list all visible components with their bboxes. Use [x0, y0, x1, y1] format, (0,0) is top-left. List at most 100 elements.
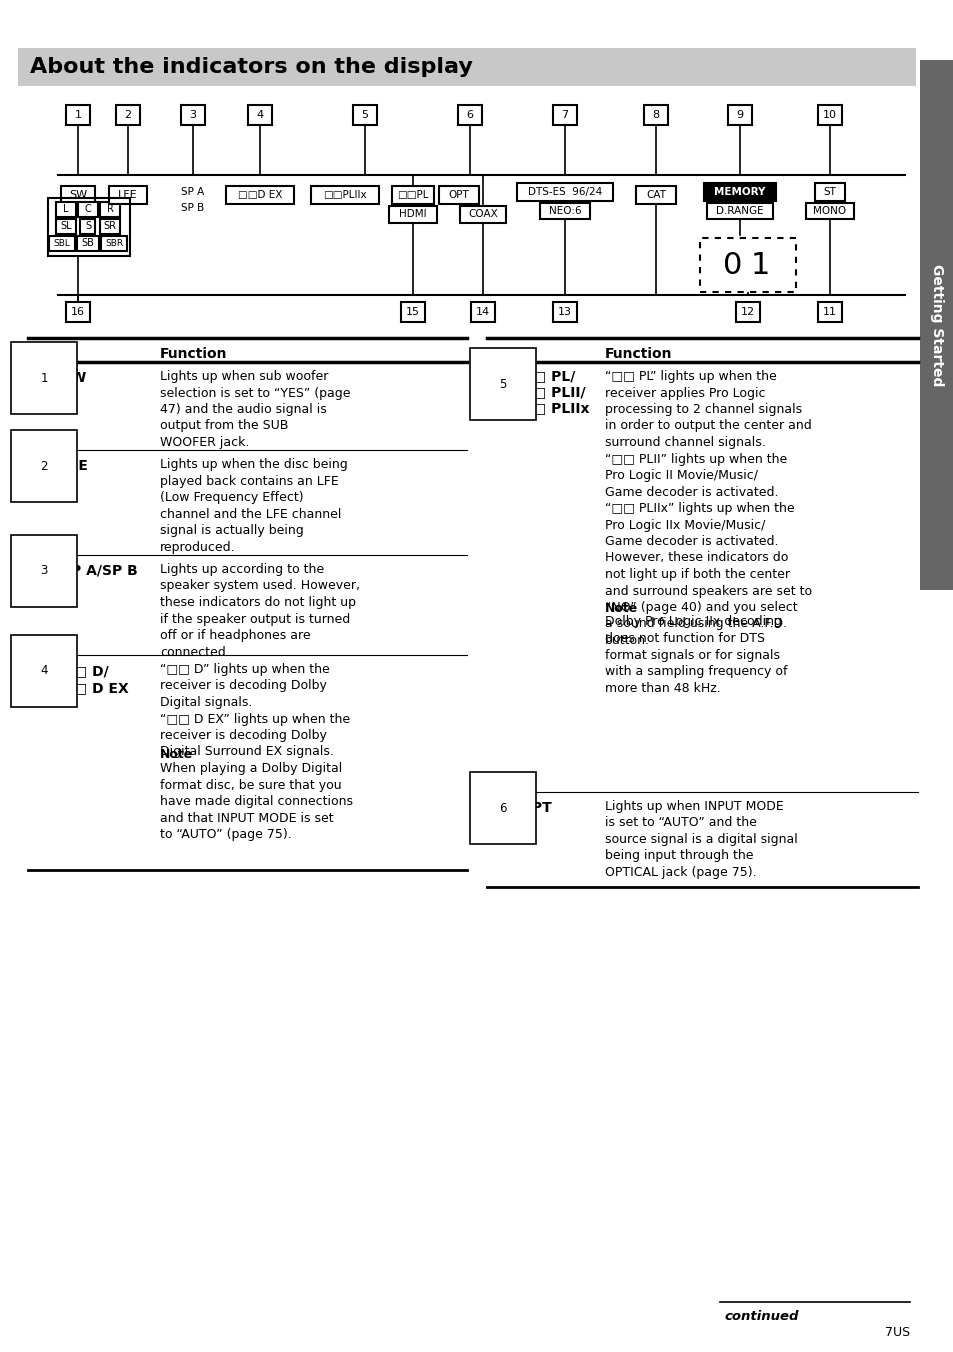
Text: OPT: OPT: [519, 800, 551, 815]
Text: MONO: MONO: [813, 206, 845, 216]
FancyBboxPatch shape: [438, 187, 478, 204]
Text: “□□ PL” lights up when the
receiver applies Pro Logic
processing to 2 channel si: “□□ PL” lights up when the receiver appl…: [604, 370, 811, 648]
FancyBboxPatch shape: [109, 187, 147, 204]
FancyBboxPatch shape: [700, 238, 795, 292]
Text: LFE: LFE: [118, 191, 137, 200]
FancyBboxPatch shape: [56, 201, 76, 216]
Text: Lights up when INPUT MODE
is set to “AUTO” and the
source signal is a digital si: Lights up when INPUT MODE is set to “AUT…: [604, 800, 797, 879]
Text: S: S: [85, 220, 91, 231]
FancyBboxPatch shape: [392, 187, 434, 204]
Text: Getting Started: Getting Started: [929, 264, 943, 387]
Text: Name: Name: [33, 347, 78, 361]
Text: When playing a Dolby Digital
format disc, be sure that you
have made digital con: When playing a Dolby Digital format disc…: [160, 763, 353, 841]
FancyBboxPatch shape: [400, 301, 424, 322]
Text: 4: 4: [40, 664, 48, 677]
Text: OPT: OPT: [448, 191, 469, 200]
Text: SL: SL: [60, 220, 71, 231]
Text: 6: 6: [466, 110, 473, 120]
Text: SP B: SP B: [181, 203, 204, 214]
Text: “□□ D” lights up when the
receiver is decoding Dolby
Digital signals.
“□□ D EX” : “□□ D” lights up when the receiver is de…: [160, 662, 350, 758]
FancyBboxPatch shape: [703, 183, 775, 201]
Text: 1: 1: [749, 250, 769, 280]
Text: Note: Note: [160, 748, 193, 761]
Text: LFE: LFE: [61, 458, 89, 473]
FancyBboxPatch shape: [919, 59, 953, 589]
Text: Lights up when the disc being
played back contains an LFE
(Low Frequency Effect): Lights up when the disc being played bac…: [160, 458, 348, 553]
FancyBboxPatch shape: [18, 49, 915, 87]
FancyBboxPatch shape: [61, 187, 95, 204]
FancyBboxPatch shape: [353, 105, 376, 124]
FancyBboxPatch shape: [735, 301, 760, 322]
Text: DTS-ES  96/24: DTS-ES 96/24: [527, 187, 601, 197]
Text: 3: 3: [190, 110, 196, 120]
Text: HDMI: HDMI: [398, 210, 426, 219]
FancyBboxPatch shape: [116, 105, 140, 124]
Text: Dolby Pro Logic IIx decoding
does not function for DTS
format signals or for sig: Dolby Pro Logic IIx decoding does not fu…: [604, 615, 786, 695]
Text: SW: SW: [61, 370, 86, 385]
Text: 2: 2: [124, 110, 132, 120]
Text: COAX: COAX: [468, 210, 497, 219]
Text: continued: continued: [724, 1310, 799, 1322]
FancyBboxPatch shape: [471, 301, 495, 322]
FancyBboxPatch shape: [727, 105, 751, 124]
Text: □□ D EX: □□ D EX: [61, 681, 129, 695]
Text: SBR: SBR: [105, 238, 123, 247]
FancyBboxPatch shape: [814, 183, 844, 201]
Text: 8: 8: [652, 110, 659, 120]
FancyBboxPatch shape: [553, 301, 577, 322]
FancyBboxPatch shape: [248, 105, 272, 124]
Text: □□ D/: □□ D/: [61, 664, 109, 677]
Text: CAT: CAT: [645, 191, 665, 200]
Text: SW: SW: [69, 191, 87, 200]
Text: L: L: [63, 204, 69, 214]
Text: Function: Function: [160, 347, 227, 361]
Text: Name: Name: [492, 347, 537, 361]
FancyBboxPatch shape: [100, 201, 120, 216]
Text: 5: 5: [361, 110, 368, 120]
Text: 13: 13: [558, 307, 572, 316]
Text: Function: Function: [604, 347, 672, 361]
Text: ST: ST: [822, 187, 836, 197]
Text: 4: 4: [256, 110, 263, 120]
Text: □□ PLII/: □□ PLII/: [519, 385, 585, 399]
FancyBboxPatch shape: [636, 187, 676, 204]
Text: 0: 0: [722, 250, 741, 280]
FancyBboxPatch shape: [226, 187, 294, 204]
FancyBboxPatch shape: [100, 219, 120, 234]
Text: □□PL: □□PL: [396, 191, 428, 200]
FancyBboxPatch shape: [66, 105, 90, 124]
Text: SR: SR: [103, 220, 116, 231]
Text: 3: 3: [40, 565, 48, 577]
FancyBboxPatch shape: [49, 235, 75, 250]
Text: 7US: 7US: [884, 1325, 909, 1338]
Text: □□D EX: □□D EX: [237, 191, 282, 200]
Text: 1: 1: [74, 110, 81, 120]
Text: NEO:6: NEO:6: [548, 206, 580, 216]
Text: Note: Note: [604, 602, 638, 615]
FancyBboxPatch shape: [56, 219, 76, 234]
FancyBboxPatch shape: [389, 206, 436, 223]
Text: □□ PL/: □□ PL/: [519, 369, 575, 383]
Text: 10: 10: [822, 110, 836, 120]
FancyBboxPatch shape: [643, 105, 667, 124]
Text: 9: 9: [736, 110, 742, 120]
FancyBboxPatch shape: [457, 105, 481, 124]
Text: Lights up according to the
speaker system used. However,
these indicators do not: Lights up according to the speaker syste…: [160, 562, 359, 658]
FancyBboxPatch shape: [66, 301, 90, 322]
Text: SP A: SP A: [181, 187, 204, 197]
Text: C: C: [85, 204, 91, 214]
Text: 2: 2: [40, 460, 48, 472]
FancyBboxPatch shape: [805, 203, 853, 219]
Text: □□PLIIx: □□PLIIx: [323, 191, 366, 200]
Text: 14: 14: [476, 307, 490, 316]
FancyBboxPatch shape: [80, 219, 95, 234]
FancyBboxPatch shape: [459, 206, 505, 223]
Text: SB: SB: [81, 238, 94, 247]
Text: 1: 1: [40, 372, 48, 384]
Text: About the indicators on the display: About the indicators on the display: [30, 57, 473, 77]
FancyBboxPatch shape: [181, 105, 205, 124]
Text: R: R: [107, 204, 113, 214]
FancyBboxPatch shape: [706, 203, 772, 219]
FancyBboxPatch shape: [817, 105, 841, 124]
Text: MEMORY: MEMORY: [714, 187, 765, 197]
